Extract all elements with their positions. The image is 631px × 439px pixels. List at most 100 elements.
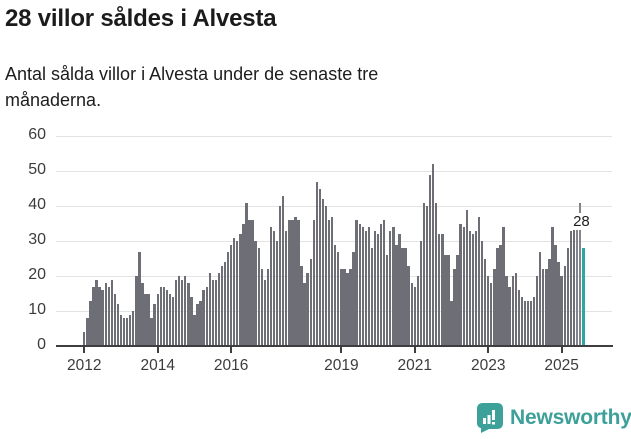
bar bbox=[89, 300, 92, 347]
bar bbox=[288, 220, 291, 347]
bar bbox=[474, 230, 478, 347]
y-axis-label: 30 bbox=[28, 231, 46, 249]
bar bbox=[239, 234, 242, 347]
bar bbox=[187, 283, 190, 347]
bar bbox=[459, 223, 462, 347]
bar bbox=[542, 269, 545, 347]
bar bbox=[184, 276, 187, 347]
bar bbox=[514, 272, 517, 347]
y-axis-label: 10 bbox=[28, 301, 46, 319]
bar bbox=[517, 290, 520, 347]
bar bbox=[444, 255, 447, 347]
bar bbox=[236, 241, 239, 347]
bar bbox=[291, 220, 294, 347]
x-axis-label: 2014 bbox=[140, 357, 175, 375]
bar bbox=[447, 255, 450, 347]
bar bbox=[511, 276, 514, 347]
bar bbox=[156, 293, 159, 347]
bar bbox=[392, 227, 395, 347]
bar bbox=[563, 265, 566, 347]
bar bbox=[269, 227, 273, 347]
bar bbox=[245, 202, 248, 347]
bar bbox=[107, 286, 110, 347]
bar bbox=[205, 286, 208, 347]
y-axis-label: 0 bbox=[37, 336, 46, 354]
y-axis-label: 50 bbox=[28, 161, 46, 179]
bar bbox=[398, 234, 401, 347]
page-title: 28 villor såldes i Alvesta bbox=[5, 5, 277, 32]
bar bbox=[490, 283, 493, 347]
bar bbox=[529, 300, 533, 347]
bar bbox=[303, 283, 306, 347]
bar bbox=[493, 269, 496, 347]
y-axis-label: 40 bbox=[28, 196, 46, 214]
bar bbox=[395, 244, 398, 347]
bar bbox=[471, 234, 475, 347]
bar bbox=[321, 199, 325, 347]
bar bbox=[566, 248, 569, 347]
bar bbox=[208, 272, 211, 347]
gridline bbox=[56, 135, 612, 137]
bar bbox=[386, 255, 389, 347]
bar bbox=[217, 272, 221, 347]
bar bbox=[248, 220, 251, 347]
bar bbox=[306, 272, 309, 347]
x-axis-label: 2021 bbox=[397, 357, 432, 375]
bar bbox=[257, 248, 260, 347]
bar bbox=[508, 286, 511, 347]
bar bbox=[462, 227, 465, 347]
bar bbox=[330, 216, 334, 347]
bar bbox=[551, 227, 554, 347]
bar bbox=[401, 248, 404, 347]
bar bbox=[487, 276, 490, 347]
bar bbox=[465, 209, 468, 347]
chart-subtitle: Antal sålda villor i Alvesta under de se… bbox=[5, 64, 379, 110]
bar bbox=[150, 318, 153, 347]
x-axis-tick bbox=[413, 347, 416, 354]
bar bbox=[505, 276, 508, 347]
bar bbox=[113, 293, 117, 347]
bar bbox=[404, 248, 407, 347]
bar bbox=[407, 265, 410, 347]
bar bbox=[260, 269, 263, 347]
bar bbox=[162, 286, 166, 347]
bar bbox=[456, 255, 459, 347]
bar bbox=[254, 241, 257, 347]
preliminary-bar bbox=[575, 213, 579, 347]
last-value-label: 28 bbox=[571, 213, 592, 230]
newsworthy-logo-text: Newsworthy bbox=[510, 406, 631, 429]
bar bbox=[327, 220, 331, 347]
bar bbox=[334, 244, 337, 347]
bar bbox=[523, 300, 527, 347]
bar bbox=[135, 276, 138, 347]
x-axis-tick bbox=[83, 347, 86, 354]
bar bbox=[104, 283, 107, 347]
bar bbox=[361, 227, 364, 347]
bar bbox=[370, 248, 374, 347]
newsworthy-logo[interactable]: Newsworthy bbox=[477, 403, 631, 433]
bar bbox=[214, 279, 218, 347]
bar bbox=[159, 286, 162, 347]
bar bbox=[190, 297, 193, 347]
newsworthy-logo-icon bbox=[477, 403, 503, 433]
bar bbox=[419, 241, 423, 347]
bar bbox=[337, 251, 340, 347]
bar bbox=[242, 223, 245, 347]
bar bbox=[141, 283, 144, 347]
bar bbox=[263, 279, 267, 347]
bar bbox=[480, 241, 484, 347]
bar bbox=[425, 206, 429, 347]
bar bbox=[477, 216, 481, 347]
bar bbox=[285, 230, 288, 347]
bar bbox=[496, 248, 499, 347]
bar bbox=[545, 269, 548, 347]
bar bbox=[438, 234, 441, 347]
bar bbox=[101, 290, 104, 347]
bar bbox=[211, 279, 214, 347]
bar bbox=[144, 293, 147, 347]
gridline bbox=[56, 240, 612, 242]
x-axis-label: 2025 bbox=[544, 357, 579, 375]
bar bbox=[83, 332, 86, 347]
bar bbox=[233, 237, 236, 347]
